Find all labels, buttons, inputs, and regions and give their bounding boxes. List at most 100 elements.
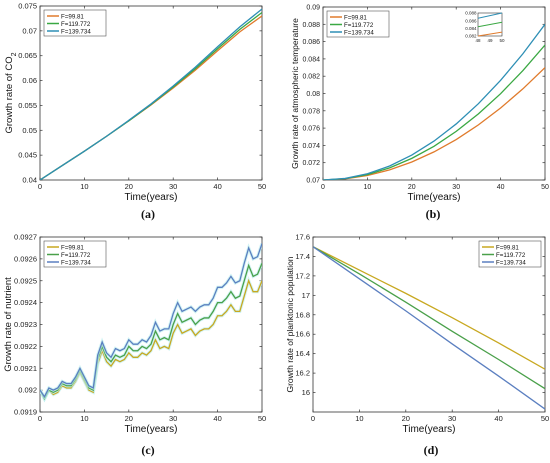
y-tick-label: 0.072	[302, 160, 320, 167]
y-tick-label: 0.0922	[14, 342, 37, 351]
y-tick-label: 0.065	[18, 51, 37, 60]
y-axis-label: Growth rate of nutrient	[3, 277, 14, 372]
y-tick-label: 0.092	[18, 386, 37, 395]
panel-caption: (c)	[141, 443, 154, 457]
x-tick-label: 0	[311, 414, 315, 423]
y-tick-label: 0.074	[302, 143, 320, 150]
legend-label: F=119.772	[496, 252, 526, 259]
y-tick-label: 16.2	[295, 369, 310, 378]
x-axis-label: Time(years)	[125, 424, 178, 435]
x-axis-label: Time(years)	[125, 192, 178, 203]
y-axis-label-text: Growth rate of atmospheric temperature	[290, 18, 300, 169]
legend-label: F=139.734	[61, 259, 91, 266]
y-axis-label: Growth rate of planktonic population	[285, 256, 295, 392]
y-tick-label: 0.04	[22, 176, 37, 185]
y-tick-label: 16.6	[295, 330, 310, 339]
y-axis-label-subscript: 2	[11, 52, 18, 56]
y-tick-label: 17	[302, 291, 310, 300]
panel-caption: (a)	[141, 207, 155, 221]
y-tick-label: 0.084	[302, 56, 320, 63]
inset-series-line	[477, 31, 503, 37]
panel-d: 0 10 20 30 40 50 16 16.2 16.4 16.6 16.8 17 17.2 17.4 1…	[285, 233, 549, 458]
panel-caption: (d)	[424, 443, 439, 457]
y-tick-label: 0.0926	[14, 254, 37, 263]
x-tick-label: 40	[497, 184, 505, 191]
x-tick-label: 10	[355, 414, 363, 423]
x-tick-label: 40	[213, 414, 221, 423]
x-tick-label: 20	[408, 184, 416, 191]
y-tick-label: 0.05	[22, 126, 37, 135]
inset-x-tick-label: 49	[487, 38, 493, 43]
y-tick-label: 0.088	[302, 22, 320, 29]
y-tick-label: 0.045	[18, 151, 37, 160]
y-axis-label: Growth rate of CO2	[4, 52, 18, 133]
legend-label: F=139.734	[61, 28, 91, 35]
x-tick-label: 0	[321, 184, 325, 191]
series-line	[40, 243, 262, 398]
x-tick-label: 40	[213, 182, 221, 191]
legend-label: F=119.772	[344, 22, 374, 29]
x-tick-label: 30	[169, 182, 177, 191]
y-tick-label: 0.06	[22, 76, 37, 85]
y-tick-label: 17.6	[295, 233, 310, 242]
x-tick-label: 30	[452, 184, 460, 191]
y-tick-label: 17.4	[295, 252, 310, 261]
inset-series-line	[477, 12, 503, 19]
inset-series-line	[477, 21, 503, 28]
y-tick-label: 0.0925	[14, 276, 37, 285]
x-tick-label: 30	[169, 414, 177, 423]
legend-label: F=99.81	[496, 244, 519, 251]
y-tick-label: 16	[302, 388, 310, 397]
y-tick-label: 0.082	[302, 74, 320, 81]
legend-label: F=99.81	[61, 13, 84, 20]
y-tick-label: 0.0923	[14, 320, 37, 329]
series-line	[40, 8, 262, 180]
y-tick-label: 0.0927	[14, 233, 37, 242]
x-tick-label: 20	[402, 414, 410, 423]
y-tick-label: 0.09	[306, 5, 320, 12]
y-axis-label: Growth rate of atmospheric temperature	[290, 18, 300, 169]
x-tick-label: 10	[80, 414, 88, 423]
legend-label: F=139.734	[496, 259, 526, 266]
y-tick-label: 0.0919	[14, 408, 37, 417]
x-axis-label: Time(years)	[408, 192, 461, 203]
legend-label: F=99.81	[344, 14, 367, 21]
legend-label: F=99.81	[61, 244, 84, 251]
panel-c: 0 10 20 30 40 50 0.0919 0.092 0.0921 0.0922 0.0923…	[3, 233, 266, 458]
y-tick-label: 0.076	[302, 126, 320, 133]
series-line	[323, 23, 545, 180]
inset-y-tick-label: 0.082	[465, 34, 477, 39]
series-line	[313, 246, 545, 390]
series-line	[313, 246, 545, 410]
x-tick-label: 0	[38, 182, 42, 191]
x-tick-label: 40	[494, 414, 502, 423]
x-tick-label: 20	[125, 182, 133, 191]
x-tick-label: 10	[364, 184, 372, 191]
y-tick-label: 0.055	[18, 101, 37, 110]
y-tick-label: 0.0924	[14, 298, 37, 307]
x-tick-label: 0	[38, 414, 42, 423]
legend-label: F=119.772	[61, 252, 91, 259]
y-tick-label: 0.08	[306, 91, 320, 98]
series-line	[313, 246, 545, 370]
x-tick-label: 50	[541, 184, 549, 191]
inset-x-tick-label: 48	[475, 38, 481, 43]
x-tick-label: 50	[258, 414, 266, 423]
y-tick-label: 0.0921	[14, 364, 37, 373]
y-tick-label: 0.075	[18, 2, 37, 11]
y-axis-label-text: Growth rate of planktonic population	[285, 256, 295, 392]
y-tick-label: 16.8	[295, 310, 310, 319]
panel-a: 0 10 20 30 40 50 0.04 0.045 0.05 0.055 0.06 0.065 0.…	[4, 2, 266, 222]
y-tick-label: 0.07	[306, 178, 320, 185]
x-tick-label: 10	[80, 182, 88, 191]
y-tick-label: 0.078	[302, 108, 320, 115]
legend-label: F=139.734	[344, 29, 374, 36]
x-tick-label: 50	[541, 414, 549, 423]
panel-b: 0 10 20 30 40 50 0.07 0.072 0.074 0.076 0.078 0.08 0…	[290, 5, 549, 222]
x-tick-label: 20	[125, 414, 133, 423]
x-tick-label: 30	[448, 414, 456, 423]
y-axis-label-text: Growth rate of CO	[4, 56, 15, 133]
y-tick-label: 16.4	[295, 349, 310, 358]
x-axis-label: Time(years)	[403, 424, 456, 435]
